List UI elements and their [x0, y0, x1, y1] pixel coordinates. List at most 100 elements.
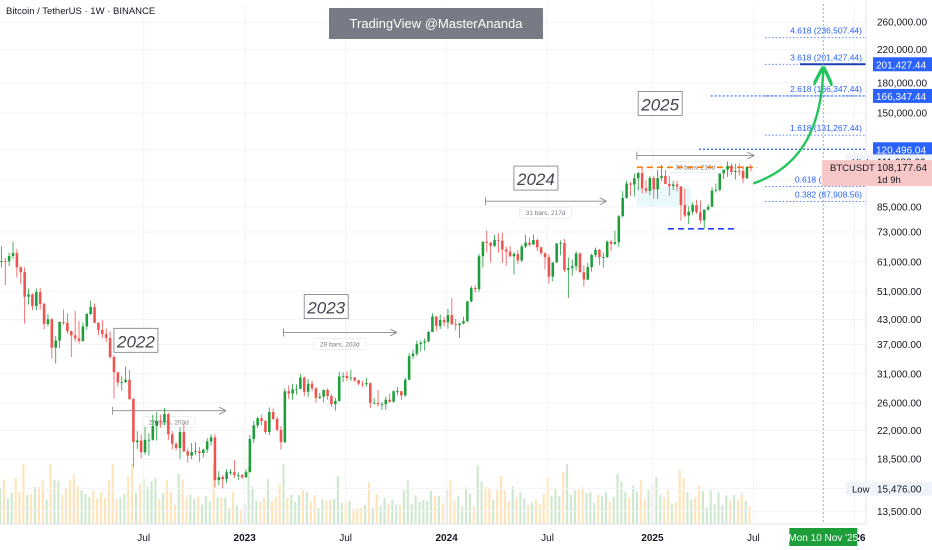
candle-body[interactable] [668, 183, 671, 187]
candle-body[interactable] [415, 344, 419, 354]
candle-body[interactable] [435, 316, 438, 326]
candle-body[interactable] [431, 316, 434, 333]
candle-body[interactable] [586, 267, 590, 280]
candle-body[interactable] [508, 251, 512, 257]
price-tag[interactable]: 166,347.44 [876, 92, 926, 103]
candle-body[interactable] [722, 169, 725, 174]
candle-body[interactable] [485, 241, 489, 243]
candle-body[interactable] [660, 175, 663, 178]
candle-body[interactable] [229, 472, 232, 473]
candle-body[interactable] [128, 379, 131, 400]
candle-body[interactable] [73, 335, 77, 339]
candle-body[interactable] [349, 377, 353, 379]
candle-body[interactable] [132, 399, 135, 443]
candle-body[interactable] [42, 303, 46, 324]
candle-body[interactable] [516, 253, 520, 261]
candle-body[interactable] [501, 240, 504, 250]
candle-body[interactable] [590, 254, 593, 268]
candle-body[interactable] [236, 475, 240, 476]
candle-body[interactable] [209, 437, 213, 442]
candle-body[interactable] [159, 421, 162, 422]
candle-body[interactable] [116, 372, 120, 383]
candle-body[interactable] [217, 477, 221, 481]
candle-body[interactable] [380, 404, 384, 405]
candle-body[interactable] [629, 183, 632, 185]
candle-body[interactable] [143, 439, 147, 453]
candle-body[interactable] [31, 294, 34, 307]
candle-body[interactable] [299, 377, 302, 389]
candle-body[interactable] [252, 425, 256, 439]
candle-body[interactable] [302, 377, 306, 392]
candle-body[interactable] [652, 177, 656, 190]
candle-body[interactable] [27, 294, 30, 297]
candle-body[interactable] [400, 391, 403, 396]
candle-body[interactable] [512, 253, 516, 257]
candle-body[interactable] [287, 391, 291, 394]
candle-body[interactable] [202, 449, 205, 454]
candle-body[interactable] [19, 267, 23, 273]
candle-body[interactable] [570, 266, 574, 269]
candle-body[interactable] [190, 452, 193, 456]
candle-body[interactable] [89, 307, 92, 314]
candle-body[interactable] [442, 320, 446, 323]
candle-body[interactable] [264, 421, 267, 433]
candle-body[interactable] [38, 292, 42, 304]
candle-body[interactable] [423, 341, 426, 343]
candle-body[interactable] [702, 209, 706, 221]
candle-body[interactable] [656, 177, 659, 190]
candle-body[interactable] [699, 212, 702, 221]
candle-body[interactable] [407, 356, 411, 380]
candle-body[interactable] [450, 315, 454, 325]
candle-body[interactable] [97, 322, 100, 330]
price-tag[interactable]: 201,427.44 [876, 60, 926, 71]
candle-body[interactable] [741, 171, 745, 179]
candle-body[interactable] [295, 388, 298, 390]
candle-body[interactable] [62, 321, 65, 323]
candle-body[interactable] [473, 287, 477, 290]
candle-body[interactable] [419, 342, 423, 345]
candle-body[interactable] [205, 441, 209, 450]
candle-body[interactable] [462, 321, 465, 324]
candle-body[interactable] [66, 322, 69, 332]
candle-body[interactable] [357, 380, 360, 384]
candle-body[interactable] [81, 326, 85, 341]
candle-body[interactable] [35, 292, 38, 307]
candle-body[interactable] [283, 391, 287, 443]
candle-body[interactable] [636, 172, 640, 179]
candle-body[interactable] [427, 332, 430, 342]
candle-body[interactable] [489, 242, 492, 246]
candles[interactable] [0, 161, 753, 489]
candle-body[interactable] [291, 389, 294, 394]
candle-body[interactable] [244, 472, 248, 478]
candle-body[interactable] [225, 472, 228, 480]
candle-body[interactable] [539, 247, 543, 254]
candle-body[interactable] [535, 240, 539, 248]
candle-body[interactable] [493, 240, 496, 246]
candle-body[interactable] [671, 184, 675, 187]
candle-body[interactable] [178, 432, 182, 448]
candle-body[interactable] [497, 240, 500, 241]
candle-body[interactable] [322, 390, 325, 397]
candle-body[interactable] [306, 383, 310, 392]
candle-body[interactable] [112, 357, 116, 373]
candle-body[interactable] [120, 381, 124, 383]
candle-body[interactable] [613, 242, 617, 244]
candle-body[interactable] [466, 301, 469, 322]
candle-body[interactable] [543, 253, 547, 258]
candle-body[interactable] [50, 319, 54, 348]
candle-body[interactable] [0, 261, 3, 262]
time-axis[interactable]: Jul2023Jul2024Jul2025Jul2026Mon 10 Nov '… [0, 523, 932, 550]
candle-body[interactable] [11, 253, 15, 256]
candle-body[interactable] [524, 242, 527, 247]
candle-body[interactable] [559, 243, 562, 244]
candle-body[interactable] [574, 253, 578, 267]
candle-body[interactable] [101, 329, 104, 335]
candle-body[interactable] [737, 170, 741, 172]
candle-body[interactable] [334, 400, 337, 405]
candle-body[interactable] [594, 249, 597, 255]
forecast-arrow[interactable] [752, 69, 823, 185]
candle-body[interactable] [411, 353, 415, 357]
candle-body[interactable] [15, 253, 19, 268]
candle-body[interactable] [275, 418, 279, 430]
candle-body[interactable] [151, 426, 155, 440]
